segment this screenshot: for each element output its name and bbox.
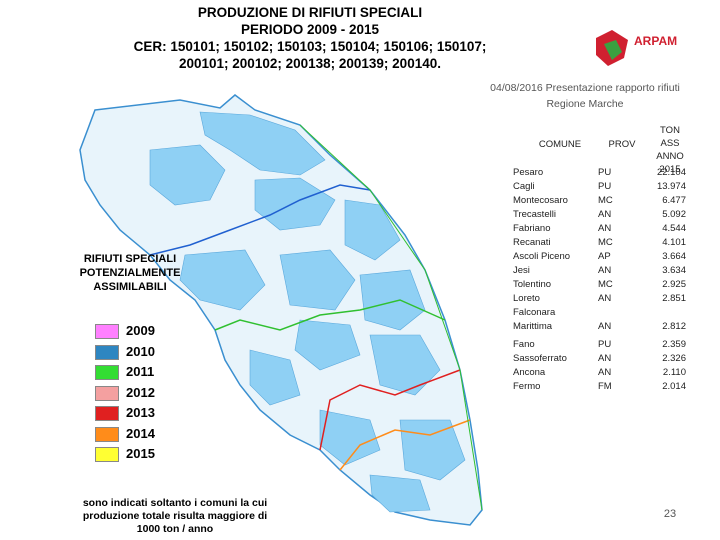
tonnage: 3.634	[662, 265, 686, 276]
title-line: 200101; 200102; 200138; 200139; 200140.	[179, 56, 441, 71]
province: AN	[598, 293, 612, 304]
province: AN	[598, 209, 612, 220]
tonnage: 2.110	[662, 367, 686, 378]
municipality: Fano	[513, 339, 535, 350]
legend-label: 2011	[126, 364, 155, 379]
legend-label: 2009	[126, 323, 155, 338]
legend-title: RIFIUTI SPECIALI POTENZIALMENTE ASSIMILA…	[79, 253, 181, 293]
column-header: TON ASS ANNO 2015	[656, 125, 684, 175]
municipality: Pesaro	[513, 167, 544, 178]
tonnage: 6.477	[662, 195, 686, 206]
title-line: CER: 150101; 150102; 150103; 150104; 150…	[133, 39, 487, 54]
title-line: PERIODO 2009 - 2015	[240, 22, 380, 37]
municipality: Fermo	[513, 381, 541, 392]
boundary-north	[149, 184, 371, 256]
title-line: PRODUZIONE DI RIFIUTI SPECIALI	[197, 5, 423, 20]
caption: 04/08/2016 Presentazione rapporto rifiut…	[460, 80, 710, 112]
legend-swatch	[95, 406, 119, 421]
province: AN	[598, 353, 612, 364]
province: MC	[598, 279, 613, 290]
legend-swatch	[95, 385, 119, 401]
tonnage: 4.544	[662, 223, 686, 234]
tonnage: 2.925	[662, 279, 686, 290]
municipality: Cagli	[513, 181, 535, 192]
tonnage: 3.664	[662, 251, 686, 262]
province: FM	[598, 381, 612, 392]
caption-line: 04/08/2016 Presentazione rapporto rifiut…	[490, 82, 680, 94]
caption-line: Regione Marche	[546, 98, 624, 110]
column-header: PROV	[608, 139, 636, 150]
municipality: Trecastelli	[513, 209, 556, 220]
province: PU	[598, 181, 612, 192]
province: MC	[598, 237, 613, 248]
legend-swatch	[95, 447, 119, 462]
legend-label: 2013	[126, 405, 155, 420]
legend-label: 2014	[126, 425, 155, 441]
municipality: Tolentino	[513, 279, 552, 290]
legend-label: 2010	[126, 343, 155, 359]
boundary-south	[319, 369, 461, 451]
tonnage: 22.104	[656, 167, 686, 178]
boundary-middle	[214, 299, 446, 331]
municipality: Sassoferrato	[513, 353, 567, 364]
municipality: Fabriano	[513, 223, 551, 234]
province: AN	[598, 223, 612, 234]
tonnage: 5.092	[662, 209, 686, 220]
municipality: Loreto	[513, 293, 540, 304]
legend-swatch	[95, 324, 119, 339]
province: MC	[598, 195, 613, 206]
legend-label: 2012	[126, 384, 155, 400]
tonnage: 2.014	[662, 381, 686, 392]
tonnage: 2.812	[662, 321, 686, 332]
tonnage: 4.101	[662, 237, 686, 248]
logo-shape	[596, 30, 628, 66]
logo-text: ARPAM	[634, 34, 678, 48]
tonnage: 2.326	[662, 353, 686, 364]
municipality: Ascoli Piceno	[513, 251, 571, 262]
boundary-far-south	[339, 419, 471, 471]
municipality: Ancona	[513, 367, 546, 378]
legend-swatch	[95, 365, 119, 380]
province: AP	[598, 251, 611, 262]
province: PU	[598, 167, 612, 178]
municipality: Montecosaro	[513, 195, 568, 206]
column-header: COMUNE	[538, 139, 582, 150]
tonnage: 13.974	[656, 181, 686, 192]
municipality: Recanati	[513, 237, 551, 248]
legend-swatch	[95, 344, 119, 360]
tonnage: 2.359	[662, 339, 686, 350]
tonnage: 2.851	[662, 293, 686, 304]
municipality: Falconara Marittima	[513, 307, 556, 332]
coastline	[299, 124, 483, 511]
province: AN	[598, 367, 612, 378]
title: PRODUZIONE DI RIFIUTI SPECIALI PERIODO 20…	[120, 4, 500, 72]
footnote: sono indicati soltanto i comuni la cui p…	[82, 497, 268, 535]
province: AN	[598, 265, 612, 276]
legend-label: 2015	[126, 446, 155, 461]
municipalities	[149, 111, 466, 513]
page-number: 23	[663, 508, 677, 520]
legend-swatch	[95, 426, 119, 442]
municipality: Jesi	[513, 265, 530, 276]
province: PU	[598, 339, 612, 350]
province: AN	[598, 321, 612, 332]
